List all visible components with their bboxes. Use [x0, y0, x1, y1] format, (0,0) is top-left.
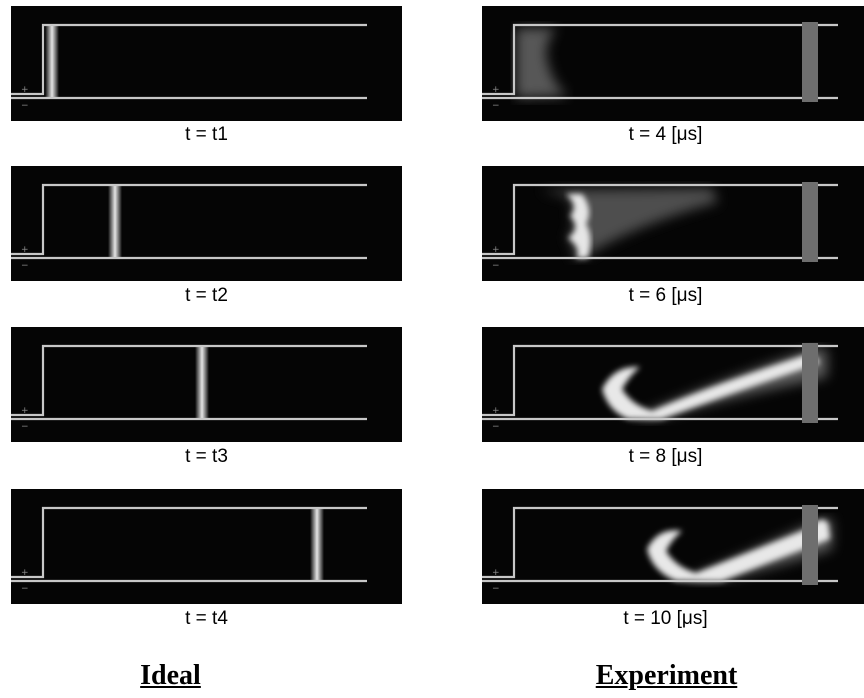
plus-label: + — [492, 568, 500, 578]
electrodes: +− — [11, 183, 367, 271]
discharge-glow — [647, 519, 832, 581]
discharge-front — [108, 185, 122, 258]
electrodes: +− — [482, 183, 838, 271]
marker-bar — [802, 182, 818, 262]
minus-label: − — [21, 422, 29, 432]
upper-electrode — [482, 183, 838, 256]
electrodes: +− — [11, 506, 367, 594]
upper-electrode — [482, 23, 838, 96]
ideal-caption-1: t = t1 — [185, 124, 228, 145]
experiment-diagram-4: +− — [482, 505, 838, 594]
electrodes: +− — [482, 344, 838, 432]
electrodes: +− — [11, 344, 367, 432]
plus-label: + — [492, 85, 500, 95]
experiment-column-label: Experiment — [595, 660, 738, 691]
plus-label: + — [492, 406, 500, 416]
experiment-diagram-3: +− — [482, 343, 838, 432]
ideal-caption-4: t = t4 — [185, 608, 228, 629]
electrodes: +− — [11, 23, 367, 111]
experiment-panel-4: + − — [482, 489, 864, 604]
discharge-front — [310, 508, 324, 581]
upper-electrode — [11, 183, 367, 256]
experiment-caption-4: t = 10 [μs] — [623, 608, 708, 629]
ideal-column-label: Ideal — [140, 660, 201, 691]
ideal-caption-2: t = t2 — [185, 285, 228, 306]
electrodes: +− — [482, 506, 838, 594]
experiment-diagram-2: +− — [482, 182, 838, 271]
upper-electrode — [11, 506, 367, 579]
upper-electrode — [482, 506, 838, 579]
plus-label: + — [21, 406, 29, 416]
minus-label: − — [492, 422, 500, 432]
experiment-panel-2: + − — [482, 166, 864, 281]
experiment-diagram-1: +− — [482, 22, 838, 111]
marker-bar — [802, 22, 818, 102]
discharge-front — [195, 346, 209, 419]
plus-label: + — [492, 245, 500, 255]
ideal-panel-2: + − — [11, 166, 402, 281]
ideal-caption-3: t = t3 — [185, 446, 228, 467]
ideal-diagram-2: +− — [11, 183, 367, 271]
electrodes: +− — [482, 23, 838, 111]
minus-label: − — [492, 584, 500, 594]
ideal-diagram-1: +− — [11, 23, 367, 111]
minus-label: − — [492, 101, 500, 111]
discharge-glow — [602, 349, 827, 419]
experiment-caption-2: t = 6 [μs] — [628, 285, 703, 306]
discharge-glow — [540, 188, 718, 258]
ideal-panel-4: + − — [11, 489, 402, 604]
minus-label: − — [21, 261, 29, 271]
plus-label: + — [21, 245, 29, 255]
ideal-diagram-3: +− — [11, 344, 367, 432]
minus-label: − — [21, 101, 29, 111]
minus-label: − — [492, 261, 500, 271]
marker-bar — [802, 505, 818, 585]
experiment-panel-3: + − — [482, 327, 864, 442]
plus-label: + — [21, 568, 29, 578]
ideal-panel-1: + − — [11, 6, 402, 121]
experiment-caption-3: t = 8 [μs] — [628, 446, 703, 467]
ideal-panel-3: + − — [11, 327, 402, 442]
discharge-front — [45, 25, 59, 98]
discharge-glow — [516, 28, 568, 98]
experiment-panel-1: + − — [482, 6, 864, 121]
ideal-diagram-4: +− — [11, 506, 367, 594]
upper-electrode — [11, 23, 367, 96]
marker-bar — [802, 343, 818, 423]
minus-label: − — [21, 584, 29, 594]
experiment-caption-1: t = 4 [μs] — [628, 124, 703, 145]
plus-label: + — [21, 85, 29, 95]
upper-electrode — [482, 344, 838, 417]
upper-electrode — [11, 344, 367, 417]
